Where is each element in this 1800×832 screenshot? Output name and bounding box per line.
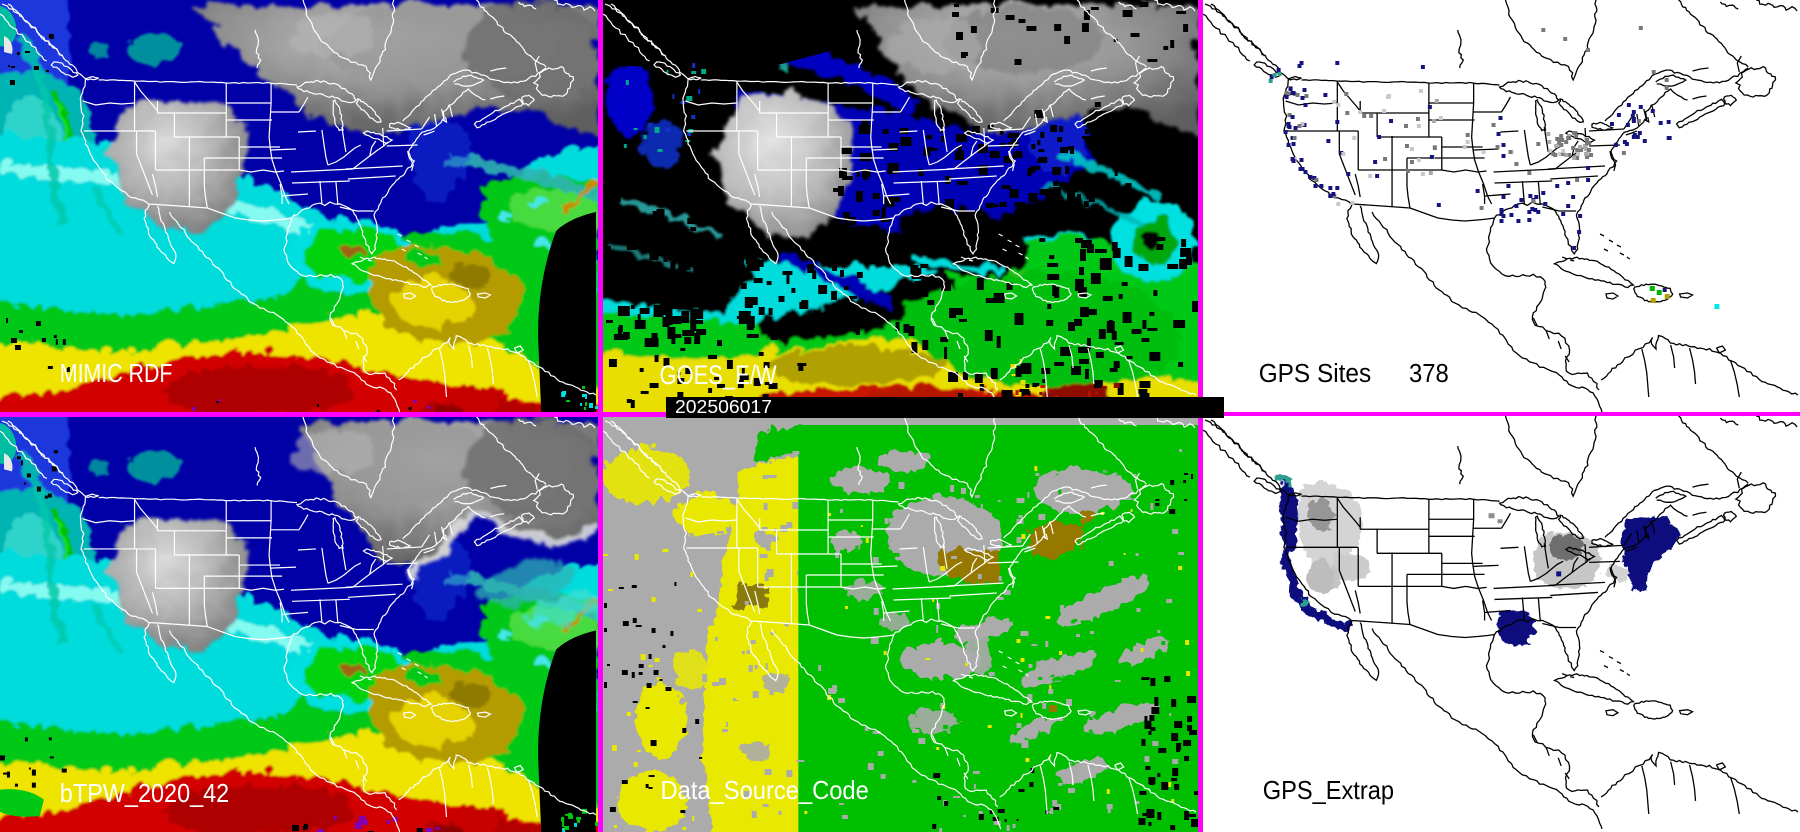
svg-text:202506017: 202506017 bbox=[675, 397, 772, 417]
svg-text:MIMIC RDF: MIMIC RDF bbox=[60, 360, 173, 388]
svg-text:Data_Source_Code: Data_Source_Code bbox=[661, 777, 869, 805]
svg-text:GPS_Extrap: GPS_Extrap bbox=[1263, 775, 1394, 805]
svg-text:GPS Sites: GPS Sites bbox=[1259, 360, 1371, 388]
svg-text:bTPW_2020_42: bTPW_2020_42 bbox=[60, 778, 229, 808]
svg-text:378: 378 bbox=[1409, 360, 1449, 388]
svg-text:GOES_E/W: GOES_E/W bbox=[660, 360, 778, 390]
